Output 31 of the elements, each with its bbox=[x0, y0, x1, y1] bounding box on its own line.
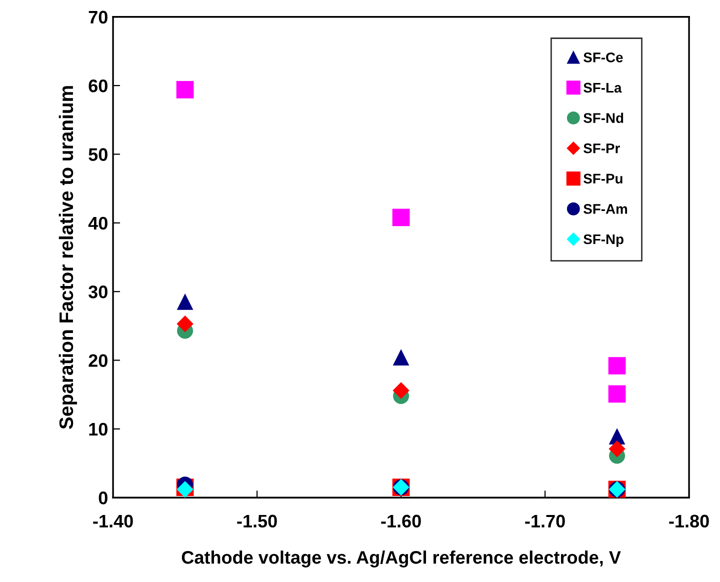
y-tick-label: 60 bbox=[88, 79, 108, 92]
point bbox=[608, 385, 626, 403]
point bbox=[608, 357, 626, 374]
y-tick-label: 30 bbox=[88, 286, 108, 298]
legend-label: SF-La bbox=[584, 82, 622, 93]
y-tick-label: 10 bbox=[89, 422, 108, 436]
y-axis-title: Separation Factor relative to uranium bbox=[58, 86, 77, 430]
x-tick-label: -1.40 bbox=[93, 514, 133, 528]
point bbox=[608, 440, 626, 458]
legend-label: SF-Np bbox=[584, 234, 624, 247]
x-tick-label: -1.60 bbox=[381, 514, 421, 528]
point bbox=[177, 294, 194, 310]
x-tick-label: -1.70 bbox=[525, 514, 565, 528]
x-tick-label: -1.50 bbox=[237, 514, 277, 528]
y-tick-label: 50 bbox=[88, 148, 108, 161]
x-tick-label: -1.80 bbox=[669, 514, 709, 528]
point bbox=[176, 80, 194, 98]
point bbox=[393, 350, 410, 366]
point bbox=[392, 382, 410, 399]
x-axis-title: Cathode voltage vs. Ag/AgCl reference electrode, V bbox=[182, 550, 621, 568]
legend-label: SF-Ce bbox=[584, 52, 623, 62]
point bbox=[176, 316, 194, 332]
point bbox=[392, 208, 410, 226]
legend-label: SF-Nd bbox=[584, 112, 624, 123]
y-tick-label: 20 bbox=[88, 354, 108, 367]
y-tick-label: 0 bbox=[98, 492, 108, 504]
y-tick-label: 70 bbox=[88, 10, 108, 24]
legend-label: SF-Pr bbox=[584, 143, 620, 154]
legend-label: SF-Am bbox=[584, 204, 628, 214]
y-tick-label: 40 bbox=[88, 216, 108, 230]
legend-label: SF-Pu bbox=[584, 174, 622, 184]
